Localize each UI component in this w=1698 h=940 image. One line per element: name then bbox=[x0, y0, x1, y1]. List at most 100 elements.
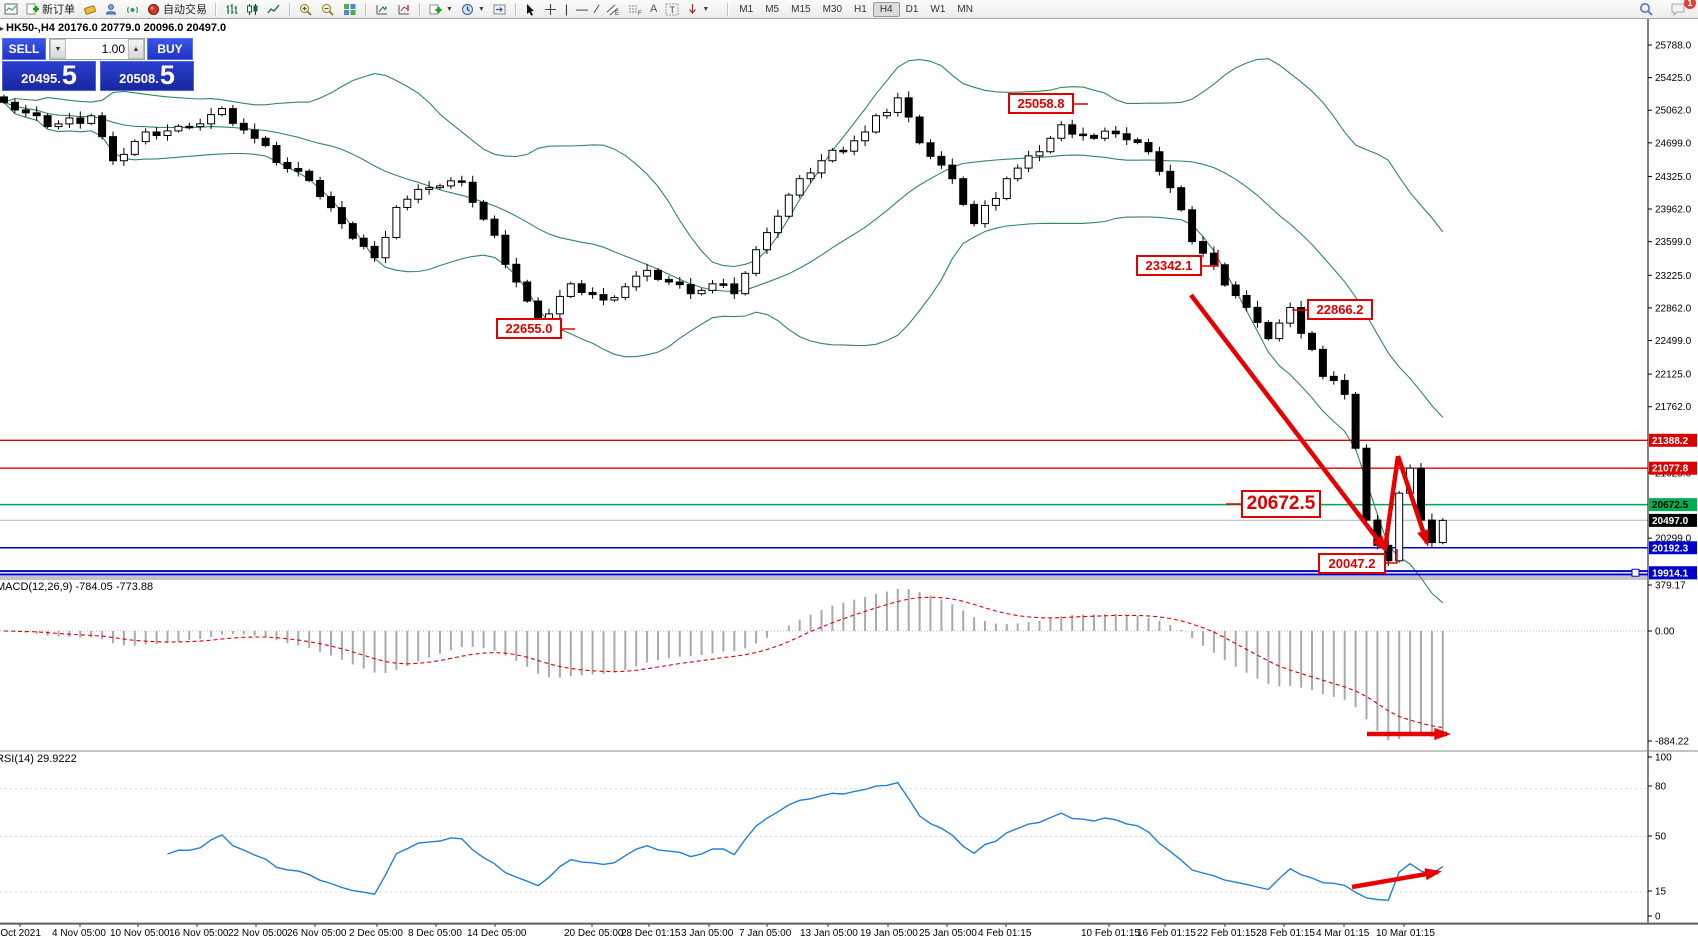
svg-text:20672.5: 20672.5 bbox=[1652, 500, 1689, 511]
notifications-chat-icon[interactable]: 1 bbox=[1666, 0, 1696, 17]
candle bbox=[1351, 393, 1360, 449]
candle bbox=[1231, 284, 1240, 296]
cursor-icon[interactable] bbox=[521, 1, 540, 17]
timeframe-m30[interactable]: M30 bbox=[822, 3, 843, 15]
candlestick-chart-icon[interactable] bbox=[242, 1, 263, 17]
candle bbox=[1264, 321, 1273, 340]
axes-layer: 25788.0 25425.0 25062.0 24699.0 24325.0 23962… bbox=[0, 18, 1698, 939]
timeframe-m15[interactable]: M15 bbox=[791, 3, 811, 15]
buy-button[interactable]: BUY bbox=[147, 38, 193, 60]
candle bbox=[10, 101, 19, 111]
buy-price-display[interactable]: 20508. 5 bbox=[100, 61, 194, 91]
candle bbox=[588, 291, 597, 296]
candle bbox=[76, 117, 85, 124]
candle bbox=[283, 162, 292, 170]
candle bbox=[359, 237, 368, 247]
horizontal-line-icon[interactable]: — bbox=[576, 2, 588, 16]
chart-shift-icon[interactable] bbox=[489, 1, 511, 17]
candle bbox=[1297, 307, 1306, 334]
candle bbox=[970, 203, 979, 225]
time-label: 14 Dec 05:00 bbox=[467, 928, 527, 939]
price-tick: 23962.0 bbox=[1655, 205, 1692, 216]
timeframe-mn[interactable]: MN bbox=[957, 3, 973, 15]
candle bbox=[664, 278, 673, 283]
timeframe-m1[interactable]: M1 bbox=[739, 3, 754, 15]
timeframe-d1[interactable]: D1 bbox=[905, 3, 919, 15]
horizontal-lines[interactable] bbox=[0, 439, 1648, 577]
trendline-icon[interactable]: ∕ bbox=[596, 2, 599, 16]
candle bbox=[1427, 519, 1436, 544]
sell-price-big-digit: 5 bbox=[61, 60, 77, 90]
candle bbox=[904, 97, 913, 118]
candle bbox=[915, 116, 924, 144]
one-click-toggle[interactable]: ▸ bbox=[0, 24, 5, 33]
candle bbox=[43, 115, 52, 128]
candle bbox=[381, 236, 390, 259]
price-callout[interactable]: 20672.5 bbox=[1241, 490, 1321, 518]
svg-text:F: F bbox=[638, 11, 642, 16]
trend-arrows[interactable] bbox=[1189, 293, 1451, 890]
candle bbox=[1079, 133, 1088, 137]
candle bbox=[261, 137, 270, 147]
text-label-icon[interactable]: T bbox=[661, 1, 683, 17]
candle bbox=[1395, 492, 1404, 562]
new-order-button[interactable]: 新订单 bbox=[22, 1, 79, 17]
add-indicator-button[interactable]: ▼ bbox=[425, 1, 457, 17]
svg-text:20497.0: 20497.0 bbox=[1652, 516, 1689, 527]
zoom-in-icon[interactable] bbox=[295, 1, 317, 17]
macd-axis-label: -884.22 bbox=[1655, 737, 1689, 748]
rsi-line bbox=[167, 781, 1444, 902]
candle bbox=[926, 142, 935, 157]
crosshair-icon[interactable] bbox=[540, 1, 561, 17]
candle bbox=[130, 141, 139, 155]
hline-drag-handle[interactable] bbox=[1631, 568, 1640, 577]
price-badge bbox=[1649, 566, 1697, 580]
time-label: 26 Nov 05:00 bbox=[287, 928, 347, 939]
candle bbox=[174, 125, 183, 132]
timeframe-h4[interactable]: H4 bbox=[872, 1, 900, 17]
bar-chart-icon[interactable] bbox=[221, 1, 242, 17]
price-tick: 23599.0 bbox=[1655, 237, 1692, 248]
candle bbox=[1002, 178, 1011, 200]
volume-increase-button[interactable]: ▲ bbox=[128, 39, 144, 59]
main-toolbar: 新订单 自动交易 bbox=[0, 0, 1698, 19]
time-label: 4 Feb 01:15 bbox=[978, 928, 1032, 939]
price-callout[interactable]: 22866.2 bbox=[1307, 299, 1373, 320]
volume-input[interactable] bbox=[66, 39, 128, 59]
text-icon[interactable]: A bbox=[650, 3, 658, 15]
line-chart-icon[interactable] bbox=[263, 1, 285, 17]
candle bbox=[218, 108, 226, 116]
zoom-out-icon[interactable] bbox=[317, 1, 339, 17]
fibonacci-icon[interactable]: F bbox=[624, 1, 646, 17]
candle bbox=[850, 140, 859, 152]
timeframe-h1[interactable]: H1 bbox=[854, 3, 867, 15]
equidistant-channel-icon[interactable]: E bbox=[602, 1, 624, 17]
price-callout[interactable]: 25058.8 bbox=[1008, 93, 1074, 114]
candle bbox=[861, 131, 870, 142]
notification-badge: 1 bbox=[1684, 0, 1696, 9]
sell-button[interactable]: SELL bbox=[2, 38, 46, 60]
eraser-icon[interactable] bbox=[79, 1, 101, 17]
timeframe-w1[interactable]: W1 bbox=[930, 3, 946, 15]
signals-icon[interactable] bbox=[122, 1, 143, 17]
search-icon[interactable] bbox=[1635, 1, 1658, 17]
arrows-tool-button[interactable]: ▼ bbox=[683, 1, 713, 17]
price-callout[interactable]: 23342.1 bbox=[1136, 255, 1202, 276]
svg-text:T: T bbox=[670, 5, 676, 15]
price-callout[interactable]: 22655.0 bbox=[496, 318, 562, 339]
sell-price-display[interactable]: 20495. 5 bbox=[2, 61, 96, 91]
candle bbox=[1100, 130, 1109, 139]
indicator-list-icon[interactable] bbox=[393, 1, 415, 17]
price-callout[interactable]: 20047.2 bbox=[1318, 553, 1386, 574]
expert-advisor-icon[interactable] bbox=[101, 1, 122, 17]
indicator-window-icon[interactable] bbox=[371, 1, 393, 17]
period-clock-button[interactable]: ▼ bbox=[457, 1, 489, 17]
vertical-line-icon[interactable]: | bbox=[564, 2, 568, 16]
autotrade-button[interactable]: 自动交易 bbox=[143, 1, 211, 17]
candle bbox=[675, 281, 684, 286]
chart-window-icon[interactable] bbox=[0, 1, 22, 17]
volume-decrease-button[interactable]: ▼ bbox=[50, 39, 66, 59]
timeframe-m5[interactable]: M5 bbox=[765, 3, 780, 15]
tile-windows-icon[interactable] bbox=[339, 1, 361, 17]
